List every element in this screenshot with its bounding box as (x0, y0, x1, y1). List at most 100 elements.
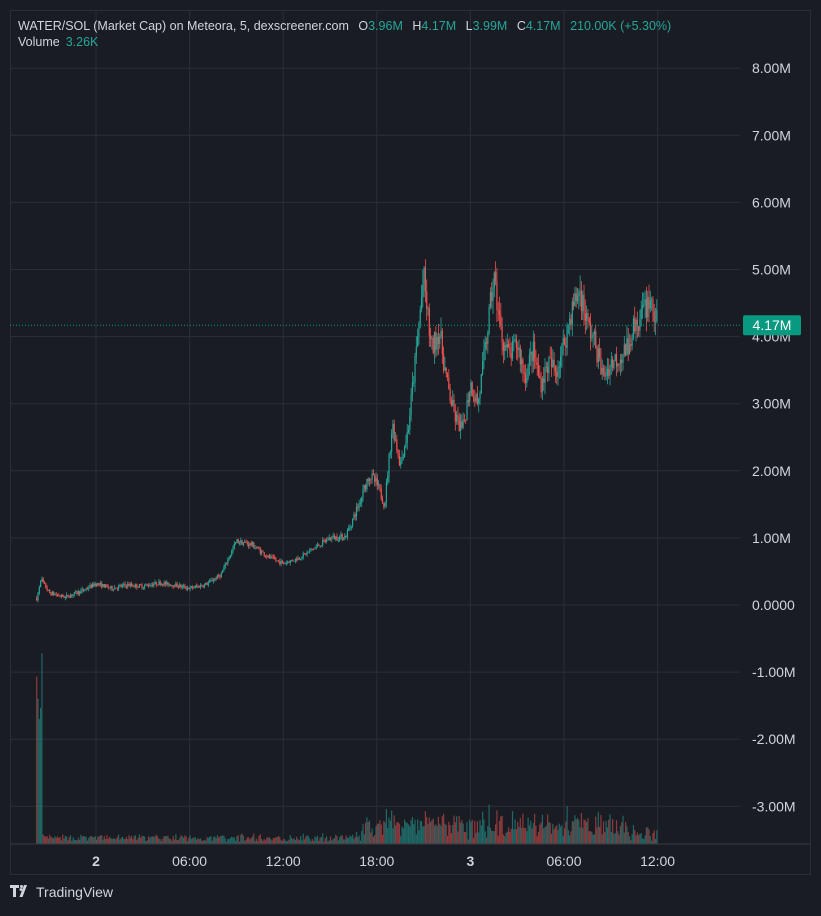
volume-bar (262, 840, 264, 844)
volume-bar (251, 836, 254, 844)
candle-body (38, 587, 40, 593)
volume-bar (211, 840, 213, 844)
candle-body (398, 455, 401, 466)
volume-bar (82, 836, 85, 844)
volume-bar (49, 834, 51, 844)
candle-body (171, 585, 173, 587)
volume-bar (137, 837, 139, 844)
candle-body (540, 377, 542, 393)
volume-bar (445, 825, 447, 844)
volume-bar (654, 839, 657, 844)
volume-bar (225, 841, 228, 844)
candle-body (125, 585, 128, 587)
y-tick-label: -1.00M (752, 664, 796, 680)
volume-bar (470, 822, 472, 844)
candle-body (56, 594, 59, 596)
candle-body (309, 550, 311, 552)
candle-body (489, 292, 492, 308)
candle-body (475, 394, 477, 402)
candle-body (649, 300, 651, 309)
candle-body (439, 336, 441, 345)
volume-bar (101, 835, 103, 844)
candle-body (554, 366, 557, 372)
volume-bar (36, 676, 38, 844)
candle-body (214, 578, 216, 581)
volume-bar (164, 836, 167, 844)
volume-bar (158, 838, 160, 844)
candle-body (120, 585, 122, 587)
candle-body (333, 535, 336, 540)
candle-body (203, 584, 206, 588)
candle-body (292, 560, 294, 562)
volume-bar (370, 832, 372, 844)
volume-bar (145, 841, 147, 844)
volume-bar (469, 819, 471, 844)
volume-bar (144, 836, 146, 844)
candle-body (375, 478, 377, 482)
candle-body (287, 562, 289, 563)
volume-bar (431, 820, 433, 844)
volume-bar (268, 837, 271, 844)
candle-body (433, 331, 436, 353)
candle-body (582, 294, 584, 311)
x-tick-label: 12:00 (266, 853, 301, 869)
low-label: L (465, 19, 473, 33)
volume-bar (561, 824, 563, 844)
candle-body (380, 488, 382, 499)
volume-bar (354, 836, 356, 844)
volume-bar (524, 827, 527, 844)
candle-body (71, 595, 73, 596)
volume-bar (216, 835, 219, 844)
candle-body (279, 561, 281, 564)
candle-body (653, 311, 655, 322)
candle-body (344, 535, 346, 540)
volume-bar (430, 822, 432, 844)
candle-body (413, 382, 415, 384)
candle-body (206, 583, 208, 585)
volume-bar (340, 835, 342, 844)
volume-bar (532, 823, 534, 844)
volume-bar (92, 836, 94, 844)
volume-bar (194, 837, 196, 844)
candle-body (271, 556, 273, 558)
volume-bar (435, 824, 437, 844)
candle-body (459, 421, 462, 431)
candle-body (264, 555, 267, 557)
volume-bar (534, 813, 536, 844)
volume-bar (645, 827, 648, 844)
volume-bar (475, 832, 477, 844)
candle-body (72, 594, 74, 596)
candle-body (114, 587, 116, 590)
candle-body (124, 584, 126, 586)
volume-bar (331, 840, 333, 844)
volume-bar (539, 824, 541, 844)
volume-bar (326, 836, 328, 844)
volume-bar (565, 821, 567, 844)
volume-bar (618, 834, 620, 844)
volume-bar (272, 838, 274, 844)
candle-body (626, 338, 628, 356)
volume-bar (68, 837, 70, 844)
volume-bar (602, 821, 605, 844)
candle-body (155, 581, 157, 585)
volume-bar (423, 825, 425, 844)
candle-body (62, 594, 64, 597)
candle-body (532, 341, 534, 362)
tradingview-attribution[interactable]: TradingView (10, 884, 113, 900)
volume-bar (45, 836, 47, 844)
symbol-title: WATER/SOL (Market Cap) on Meteora, 5, de… (18, 19, 349, 33)
volume-bar (72, 837, 74, 844)
candle-body (188, 587, 190, 590)
candle-body (483, 349, 485, 361)
candle-body (441, 330, 443, 354)
candle-body (432, 338, 434, 353)
volume-bar (385, 808, 388, 844)
candle-body (115, 587, 117, 589)
volume-bar (461, 820, 463, 844)
candle-body (410, 394, 412, 416)
volume-bar (219, 836, 221, 844)
candle-body (342, 539, 345, 540)
candle-body (508, 343, 510, 348)
candle-body (606, 369, 609, 376)
